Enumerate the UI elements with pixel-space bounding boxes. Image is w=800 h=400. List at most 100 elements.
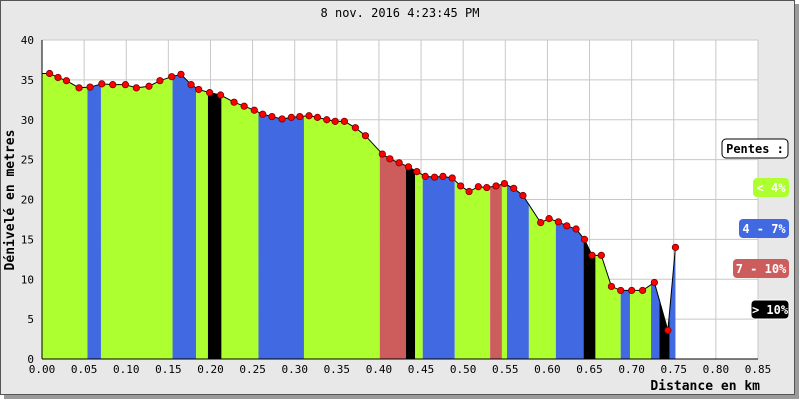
slope-segment-7to10 — [490, 184, 502, 359]
x-tick-label: 0.65 — [576, 363, 603, 376]
slope-segment-4to7 — [651, 282, 660, 359]
elevation-point — [421, 172, 429, 180]
y-tick-label: 10 — [21, 273, 34, 286]
slope-segment-4to7 — [620, 290, 630, 359]
elevation-point — [132, 84, 140, 92]
elevation-point — [492, 182, 500, 190]
elevation-point — [664, 326, 672, 334]
slope-segment-4to7 — [506, 184, 529, 359]
slope-segment-lt4 — [42, 73, 88, 359]
elevation-point — [378, 150, 386, 158]
x-tick-label: 0.85 — [745, 363, 772, 376]
elevation-point — [474, 183, 482, 191]
elevation-point — [510, 184, 518, 192]
x-tick-label: 0.80 — [703, 363, 730, 376]
x-tick-label: 0.25 — [239, 363, 266, 376]
legend-swatch — [739, 219, 789, 238]
elevation-point — [240, 102, 248, 110]
elevation-point — [98, 80, 106, 88]
elevation-point — [572, 225, 580, 233]
slope-segment-gt10 — [583, 238, 596, 359]
slope-segment-lt4 — [501, 183, 507, 359]
elevation-point — [195, 85, 203, 94]
x-tick-label: 0.35 — [324, 363, 351, 376]
elevation-point — [483, 183, 491, 192]
x-tick-labels: 0.00 0.05 0.10 0.15 0.20 0.25 0.30 0.35 0.40 0.45… — [29, 363, 772, 376]
slope-segment-gt10 — [207, 92, 222, 359]
elevation-point — [404, 163, 413, 171]
slope-segment-lt4 — [454, 180, 491, 359]
slope-segment-4to7 — [422, 174, 455, 359]
elevation-point — [278, 115, 286, 123]
elevation-point — [187, 81, 195, 89]
y-tick-label: 40 — [21, 34, 34, 47]
elevation-point — [413, 167, 421, 176]
y-tick-label: 15 — [21, 233, 34, 246]
slope-areas — [42, 73, 676, 359]
x-tick-label: 0.30 — [281, 363, 308, 376]
elevation-point — [386, 155, 394, 163]
elevation-point — [448, 174, 456, 182]
slope-segment-7to10 — [379, 151, 406, 359]
y-tick-label: 30 — [21, 114, 34, 127]
elevation-point — [62, 77, 71, 85]
elevation-point — [305, 112, 313, 120]
elevation-point — [45, 69, 54, 78]
legend-label: > 10% — [752, 303, 789, 317]
slope-segment-4to7 — [172, 74, 197, 359]
elevation-point — [287, 113, 295, 121]
legend-swatch — [750, 299, 790, 320]
elevation-point — [75, 84, 83, 92]
elevation-point — [250, 106, 258, 114]
elevation-point — [638, 286, 647, 295]
elevation-point — [168, 73, 176, 81]
elevation-point — [607, 282, 616, 291]
y-tick-label: 25 — [21, 154, 34, 167]
elevation-point — [500, 179, 509, 188]
elevation-point — [296, 112, 304, 121]
elevation-point — [156, 77, 164, 85]
y-tick-labels: 0 5 10 15 20 25 30 35 40 — [21, 34, 34, 366]
elevation-point — [580, 235, 589, 243]
slope-segment-lt4 — [629, 284, 652, 359]
x-tick-label: 0.70 — [618, 363, 645, 376]
elevation-point — [259, 110, 267, 118]
x-tick-label: 0.10 — [113, 363, 140, 376]
elevation-point — [361, 132, 370, 140]
elevation-point — [109, 81, 117, 89]
legend-label: < 4% — [757, 181, 787, 195]
x-tick-label: 0.00 — [29, 363, 56, 376]
slope-segment-lt4 — [303, 115, 380, 359]
legend-swatch — [753, 178, 789, 197]
elevation-point — [206, 89, 214, 97]
axes — [41, 40, 758, 360]
slope-segment-lt4 — [196, 87, 208, 359]
slope-segment-lt4 — [100, 76, 173, 359]
elevation-point — [395, 159, 403, 167]
x-axis-label: Distance en km — [650, 379, 760, 394]
x-tick-label: 0.40 — [366, 363, 393, 376]
slope-segment-lt4 — [221, 95, 259, 359]
slope-segment-4to7 — [555, 220, 584, 359]
elevation-point — [54, 73, 62, 82]
elevation-point — [554, 218, 562, 226]
x-tick-label: 0.05 — [71, 363, 98, 376]
slope-segment-gt10 — [405, 165, 416, 359]
y-tick-label: 5 — [27, 313, 34, 326]
x-tick-label: 0.20 — [197, 363, 224, 376]
elevation-point — [177, 70, 185, 78]
legend-label: 7 - 10% — [736, 262, 787, 276]
elevation-point — [323, 116, 331, 124]
legend-title: Pentes : — [726, 142, 784, 156]
elevation-point — [588, 251, 596, 259]
y-tick-label: 0 — [27, 353, 34, 366]
x-tick-label: 0.60 — [534, 363, 561, 376]
elevation-point — [628, 286, 636, 295]
legend-label: 4 - 7% — [742, 222, 786, 236]
elevation-point — [430, 173, 439, 181]
slope-segment-4to7 — [258, 112, 304, 359]
elevation-point — [268, 112, 276, 121]
elevation-point — [537, 219, 545, 227]
elevation-point — [313, 113, 322, 121]
